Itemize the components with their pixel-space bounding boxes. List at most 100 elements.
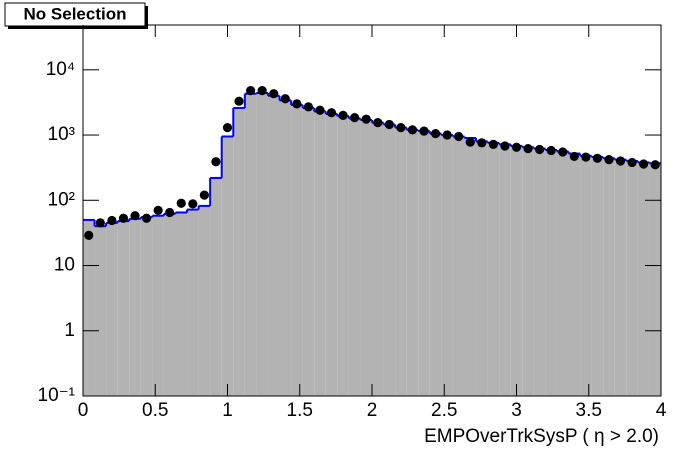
x-tick-label: 1.5 [287, 400, 313, 421]
histogram-bar [175, 212, 188, 396]
histogram-bar [94, 226, 107, 396]
data-point [176, 198, 186, 208]
x-tick-label: 2 [367, 400, 378, 421]
histogram-bar [395, 127, 407, 397]
data-point [234, 96, 244, 106]
data-point [454, 131, 464, 142]
y-tick-label: 10 [54, 255, 75, 276]
histogram-bar [291, 104, 303, 397]
histogram-bar [152, 215, 164, 396]
histogram-bar [510, 145, 523, 396]
histogram-bar [129, 218, 141, 396]
histogram-bar [522, 147, 534, 396]
histogram-bar [279, 100, 292, 396]
y-tick-label: 1 [64, 320, 75, 341]
histogram-bar [267, 95, 280, 397]
histogram-bar [476, 141, 488, 396]
x-tick-label: 3.5 [576, 400, 602, 421]
histogram-bar [233, 107, 245, 397]
histogram-bar [106, 222, 118, 396]
data-point [627, 157, 637, 168]
histogram-bar [556, 151, 569, 396]
data-point [257, 85, 267, 96]
data-point [569, 151, 579, 162]
histogram-bar [360, 120, 372, 396]
data-point [442, 130, 452, 140]
x-tick-label: 2.5 [431, 400, 457, 421]
data-point [165, 207, 175, 218]
data-point [430, 129, 441, 139]
histogram-bar [256, 93, 268, 396]
histogram-bar [210, 177, 222, 396]
data-point [650, 160, 660, 170]
data-point [511, 142, 522, 152]
histogram-bar [568, 153, 581, 396]
histogram-bar [372, 122, 384, 396]
data-point [211, 157, 221, 167]
data-point [396, 123, 406, 133]
y-tick-label: 10² [48, 189, 75, 210]
histogram-bar [383, 124, 396, 397]
histogram-bar [325, 114, 338, 396]
histogram-bar [302, 107, 315, 397]
histogram-bar [429, 133, 442, 396]
histogram-bar [406, 129, 419, 396]
histogram-bar [452, 136, 465, 397]
data-point [604, 155, 614, 165]
data-point [84, 230, 94, 240]
chart-title: No Selection [24, 4, 127, 23]
data-point [592, 153, 603, 163]
data-point [465, 137, 475, 147]
data-point [407, 125, 418, 135]
title-box [4, 2, 146, 27]
data-point [246, 85, 256, 96]
data-point [373, 118, 383, 128]
data-point [153, 205, 163, 215]
data-point [361, 114, 371, 124]
data-point [292, 99, 302, 109]
data-point [222, 123, 233, 133]
histogram-bar [626, 160, 638, 396]
histogram-bar [83, 219, 95, 396]
x-tick-label: 4 [656, 400, 667, 421]
data-point [107, 215, 117, 226]
data-point [488, 139, 498, 149]
histogram-bar [187, 209, 199, 396]
data-point [546, 145, 556, 156]
histogram-bar [603, 158, 615, 396]
x-tick-label: 3 [511, 400, 522, 421]
data-point [558, 147, 568, 157]
data-point [523, 143, 533, 154]
data-point [477, 138, 487, 148]
y-tick-label: 10⁴ [46, 59, 75, 80]
data-point [315, 105, 325, 115]
data-point [384, 119, 394, 130]
histogram-bar [499, 144, 511, 396]
histogram-bar [487, 142, 500, 396]
data-point [280, 94, 290, 104]
histogram-bar [533, 148, 546, 396]
x-tick-label: 0.5 [142, 400, 168, 421]
x-axis-title: EMPOverTrkSysP ( η > 2.0) [424, 426, 659, 447]
data-point [500, 141, 510, 151]
data-point [130, 211, 140, 221]
histogram-bar [337, 116, 349, 396]
histogram-bar [244, 93, 257, 396]
histogram-bar [314, 111, 326, 396]
data-point [95, 218, 105, 228]
histogram-bar [545, 149, 557, 396]
histogram-bar [198, 205, 211, 396]
x-tick-label: 1 [222, 400, 233, 421]
histogram-bar [591, 157, 604, 396]
histogram-bar [614, 159, 627, 396]
histogram-bar [221, 136, 234, 397]
data-point [199, 190, 209, 200]
data-point [535, 144, 545, 155]
data-point [419, 126, 429, 136]
histogram-bar [163, 213, 176, 396]
data-point [188, 199, 198, 209]
plot [83, 85, 661, 397]
histogram-bar [637, 162, 650, 396]
histogram-bar [441, 135, 453, 396]
